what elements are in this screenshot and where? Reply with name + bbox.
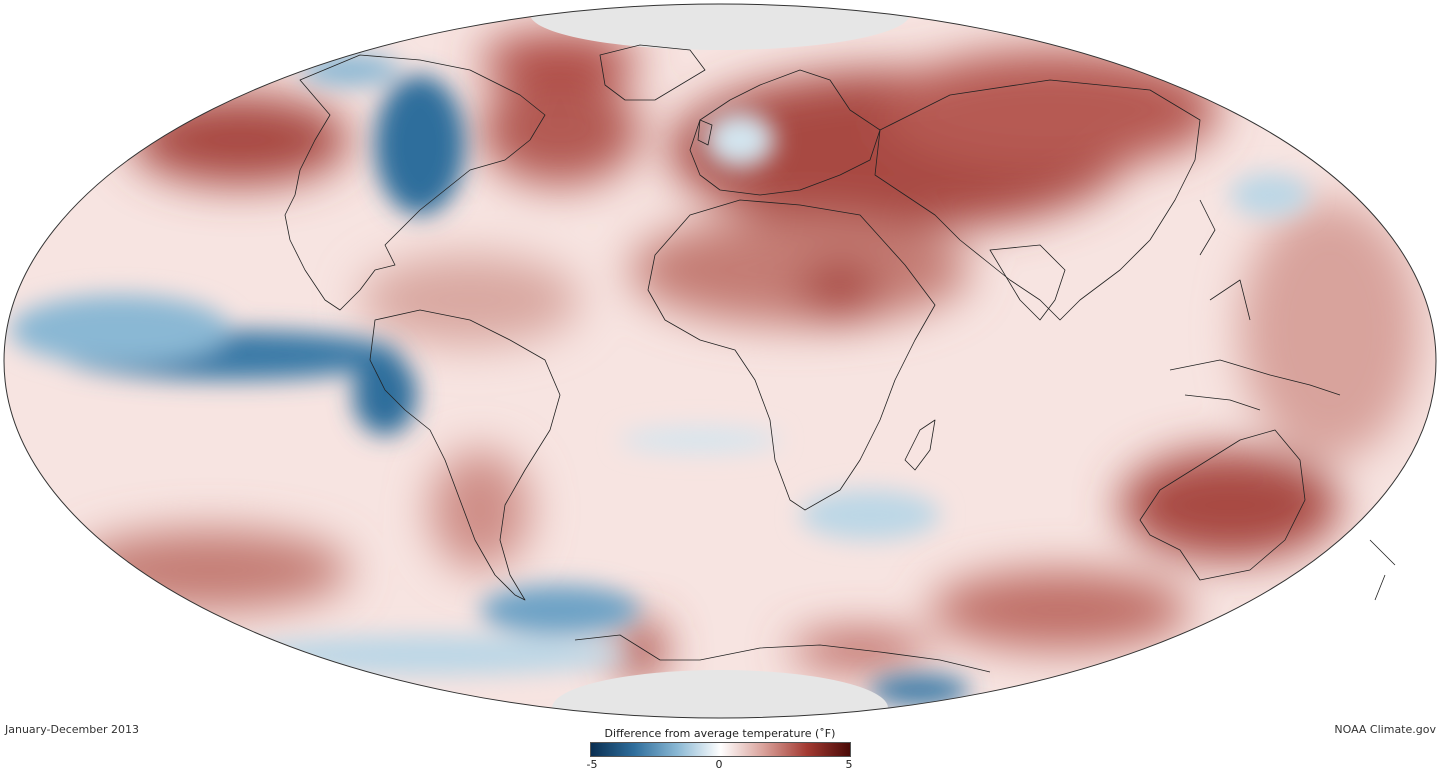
warm-anomalies (70, 32, 1420, 680)
warm-greenland (480, 32, 640, 88)
madagascar-outline (904, 419, 936, 471)
period-label: January-December 2013 (5, 723, 140, 736)
map-frame (3, 3, 1437, 719)
cool-peru-coast (353, 355, 417, 435)
legend-tick-mid: 0 (715, 758, 723, 771)
north-pole-nodata (530, 4, 910, 50)
india-outline (989, 244, 1066, 321)
warm-antarctic-wedge (615, 620, 665, 680)
cool-south-atlantic (800, 490, 940, 540)
cool-europe (705, 112, 775, 168)
legend-title: Difference from average temperature (˚F) (604, 727, 836, 740)
japan-outline (1199, 199, 1216, 256)
warm-siberia (880, 50, 1220, 170)
asia-outline (874, 79, 1201, 321)
cool-anomalies (10, 54, 1310, 705)
warm-north-africa (630, 215, 970, 325)
cool-west-antarctic (230, 635, 630, 675)
warm-south-pacific (70, 530, 350, 610)
warm-australia (1120, 450, 1340, 560)
greenland-outline (599, 44, 706, 101)
cool-north-pacific-east (1230, 173, 1310, 217)
south-pole-nodata (552, 670, 888, 718)
warm-south-indian (930, 570, 1190, 650)
legend-tick-max: 5 (845, 758, 853, 771)
warm-south-atlantic (430, 450, 530, 570)
cool-equatorial-atlantic (620, 428, 780, 452)
cool-north-america (375, 75, 465, 215)
coastlines (284, 44, 1396, 673)
legend-colorbar (590, 742, 851, 757)
warm-east-pacific (1240, 200, 1420, 460)
africa-outline (647, 199, 936, 511)
source-credit: NOAA Climate.gov (1334, 723, 1436, 736)
warm-caribbean (360, 255, 580, 345)
new-zealand-outline (1369, 539, 1396, 601)
cool-central-pacific (10, 295, 230, 365)
legend-tick-min: -5 (586, 758, 598, 771)
australia-outline (1139, 429, 1306, 581)
cool-drake-passage (480, 585, 640, 635)
north-america-outline (284, 54, 546, 311)
southeast-asia-islands (1169, 279, 1341, 411)
cool-ross-sea (870, 675, 970, 705)
uk-outline (697, 119, 713, 146)
south-america-outline (369, 309, 561, 601)
warm-sahel (800, 260, 880, 320)
antarctica-outline (574, 634, 991, 673)
warm-north-atlantic (480, 75, 640, 185)
warm-north-pacific-west (130, 95, 350, 185)
